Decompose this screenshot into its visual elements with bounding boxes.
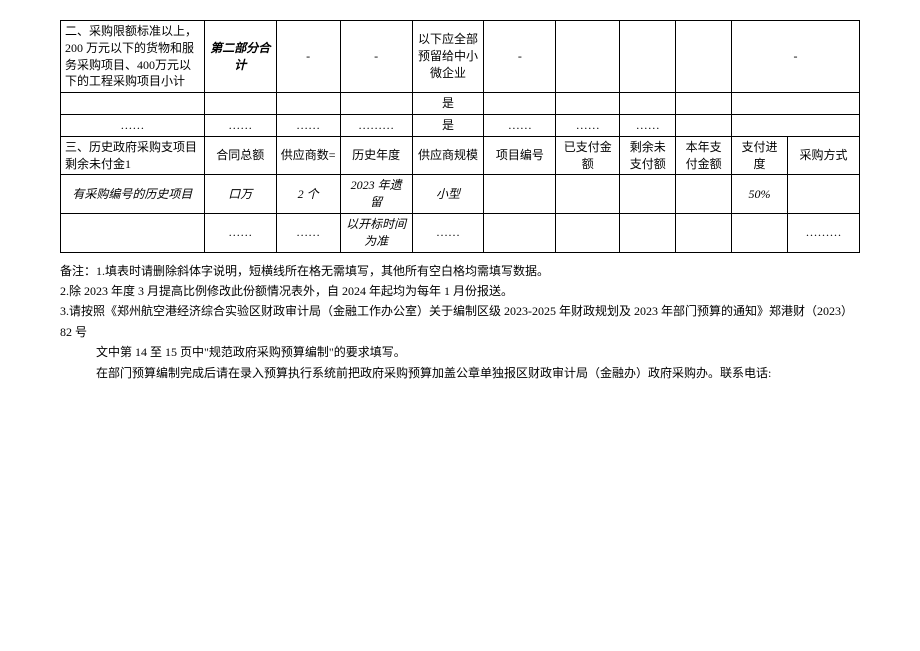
cell: ……… <box>788 213 860 252</box>
cell <box>484 93 556 115</box>
cell <box>340 93 412 115</box>
cell <box>556 21 620 93</box>
cell: 小型 <box>412 175 484 214</box>
row-yes-2: …… …… …… ……… 是 …… …… …… <box>61 114 860 136</box>
cell: 是 <box>412 93 484 115</box>
cell: 本年支付金额 <box>676 136 732 175</box>
cell <box>484 213 556 252</box>
cell: 以开标时间为准 <box>340 213 412 252</box>
cell: ……… <box>340 114 412 136</box>
cell <box>620 21 676 93</box>
cell: - <box>276 21 340 93</box>
cell <box>676 213 732 252</box>
cell: 支付进度 <box>732 136 788 175</box>
cell <box>676 21 732 93</box>
cell <box>620 175 676 214</box>
row-ellipsis: …… …… 以开标时间为准 …… ……… <box>61 213 860 252</box>
cell: 历史年度 <box>340 136 412 175</box>
cell <box>276 93 340 115</box>
note-4: 在部门预算编制完成后请在录入预算执行系统前把政府采购预算加盖公章单独报区财政审计… <box>60 363 860 383</box>
cell: 第二部分合计 <box>204 21 276 93</box>
cell <box>484 175 556 214</box>
cell <box>204 93 276 115</box>
note-3: 3.请按照《郑州航空港经济综合实验区财政审计局（金融工作办公室）关于编制区级 2… <box>60 301 860 342</box>
cell: 剩余未支付额 <box>620 136 676 175</box>
cell: 已支付金额 <box>556 136 620 175</box>
cell <box>61 213 205 252</box>
cell <box>556 213 620 252</box>
cell: …… <box>484 114 556 136</box>
cell <box>788 175 860 214</box>
cell: 口万 <box>204 175 276 214</box>
cell: 是 <box>412 114 484 136</box>
cell <box>620 93 676 115</box>
cell <box>676 175 732 214</box>
procurement-table: 二、采购限额标准以上，200 万元以下的货物和服务采购项目、400万元以下的工程… <box>60 20 860 253</box>
note-2: 2.除 2023 年度 3 月提高比例修改此份额情况表外，自 2024 年起均为… <box>60 281 860 301</box>
cell: …… <box>412 213 484 252</box>
cell: …… <box>204 213 276 252</box>
cell: 2023 年遗留 <box>340 175 412 214</box>
cell <box>556 175 620 214</box>
row-yes-1: 是 <box>61 93 860 115</box>
cell <box>732 114 860 136</box>
cell: 项目编号 <box>484 136 556 175</box>
cell: - <box>484 21 556 93</box>
cell: 二、采购限额标准以上，200 万元以下的货物和服务采购项目、400万元以下的工程… <box>61 21 205 93</box>
cell <box>732 93 860 115</box>
row-history-project: 有采购编号的历史项目 口万 2 个 2023 年遗留 小型 50% <box>61 175 860 214</box>
note-3b: 文中第 14 至 15 页中"规范政府采购预算编制"的要求填写。 <box>60 342 860 362</box>
cell: 三、历史政府采购支项目剩余未付金1 <box>61 136 205 175</box>
cell: 供应商规模 <box>412 136 484 175</box>
note-1: 备注：1.填表时请删除斜体字说明，短横线所在格无需填写，其他所有空白格均需填写数… <box>60 261 860 281</box>
row-section3-header: 三、历史政府采购支项目剩余未付金1 合同总额 供应商数= 历史年度 供应商规模 … <box>61 136 860 175</box>
cell <box>676 114 732 136</box>
cell: - <box>732 21 860 93</box>
row-section2-subtotal: 二、采购限额标准以上，200 万元以下的货物和服务采购项目、400万元以下的工程… <box>61 21 860 93</box>
cell: 以下应全部预留给中小微企业 <box>412 21 484 93</box>
cell <box>61 93 205 115</box>
cell <box>620 213 676 252</box>
cell: 合同总额 <box>204 136 276 175</box>
cell: 有采购编号的历史项目 <box>61 175 205 214</box>
notes-section: 备注：1.填表时请删除斜体字说明，短横线所在格无需填写，其他所有空白格均需填写数… <box>60 261 860 383</box>
cell: 2 个 <box>276 175 340 214</box>
cell: …… <box>61 114 205 136</box>
cell <box>732 213 788 252</box>
cell: …… <box>620 114 676 136</box>
cell <box>556 93 620 115</box>
cell <box>676 93 732 115</box>
cell: 采购方式 <box>788 136 860 175</box>
cell: …… <box>276 213 340 252</box>
cell: 供应商数= <box>276 136 340 175</box>
cell: …… <box>204 114 276 136</box>
cell: …… <box>276 114 340 136</box>
cell: - <box>340 21 412 93</box>
cell: 50% <box>732 175 788 214</box>
cell: …… <box>556 114 620 136</box>
